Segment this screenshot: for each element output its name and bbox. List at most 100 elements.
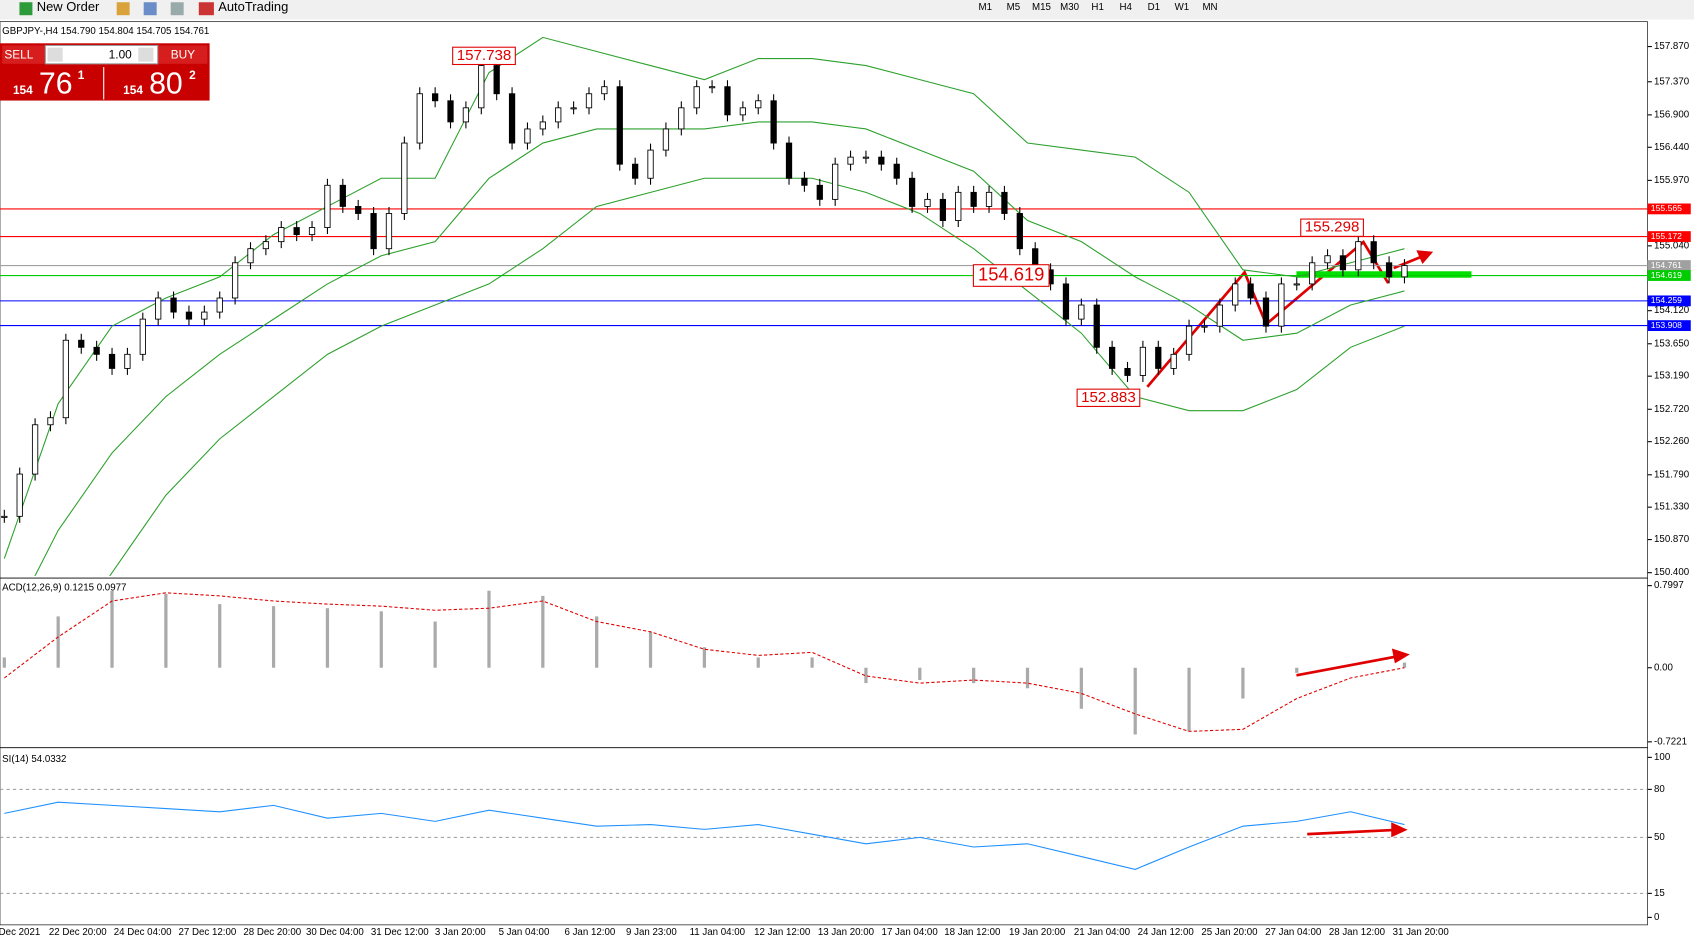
new-order-icon[interactable] [19,2,33,16]
icon[interactable] [116,2,130,16]
x-tick-label: 28 Dec 20:00 [243,927,301,938]
y-tick-label: 157.870 [1654,41,1690,52]
candle-body [185,311,193,320]
candle-body [1355,241,1362,271]
candle-body [1185,325,1193,355]
y-tick-label: 156.440 [1654,142,1690,153]
lot-value[interactable]: 1.00 [109,47,133,61]
x-tick-label: 25 Jan 20:00 [1201,927,1258,938]
new-order-button[interactable]: New Order [37,0,100,14]
autotrading-icon[interactable] [198,2,214,16]
candle-body [508,93,516,144]
candle-body [693,86,700,109]
y-tick-label: 155.970 [1654,175,1690,186]
timeframe-button[interactable]: M30 [1060,2,1080,13]
candle-body [124,353,131,369]
x-tick-label: 31 Dec 12:00 [371,927,429,938]
bollinger-band [3,36,1405,559]
candle-body [339,184,346,207]
buy-button[interactable] [157,45,208,64]
candle-body [739,107,746,116]
candle-body [847,156,854,165]
support-zone [1296,271,1472,278]
candle-body [155,297,162,320]
price-tag-label: 154.259 [1651,295,1682,305]
lot-input[interactable] [44,44,159,65]
autotrading-button[interactable]: AutoTrading [218,0,288,14]
x-tick-label: 19 Jan 20:00 [1009,927,1066,938]
timeframe-button[interactable]: W1 [1175,2,1190,13]
sell-price-big: 154 [13,83,33,97]
buy-label[interactable]: BUY [171,47,195,61]
candle-body [108,353,116,369]
price-tag-label: 154.619 [1651,270,1682,280]
x-tick-label: 31 Jan 20:00 [1393,927,1450,938]
candle-body [1139,346,1147,376]
y-tick-label: 50 [1654,832,1665,843]
candle-body [1,515,8,518]
price-tag-label: 154.761 [1651,260,1682,270]
candle-body [78,339,85,348]
candle-body [939,198,947,221]
candle-body [970,191,977,207]
candle-body [432,93,439,102]
price-annotation-box [972,264,1050,287]
candle-body [632,163,639,179]
icon[interactable] [143,2,157,16]
y-tick-label: 153.190 [1654,371,1690,382]
candle-body [139,318,146,355]
candle-body [1339,255,1347,271]
candle-body [770,100,777,144]
candle-body [785,142,793,179]
candle-body [662,128,670,151]
candle-body [985,191,993,207]
candle-body [385,213,393,250]
candle-body [1385,262,1393,278]
icon[interactable] [170,2,184,16]
candle-body [1232,283,1239,306]
candle-body [1170,353,1177,369]
sell-button[interactable] [2,45,55,64]
bollinger-band [34,121,1405,576]
candle-body [601,86,608,95]
candle-body [355,206,362,214]
price-tag [1647,270,1691,281]
price-tag-label: 155.565 [1651,203,1682,213]
rsi-label: SI(14) 54.0332 [2,754,66,765]
candle-body [216,297,223,313]
x-tick-label: 3 Jan 20:00 [435,927,486,938]
candle-body [247,248,254,264]
candle-body [1309,262,1316,285]
candle-body [524,128,531,144]
candle-body [308,227,316,236]
y-tick-label: 0.00 [1654,662,1674,673]
candle-body [47,417,54,426]
timeframe-button[interactable]: H1 [1091,2,1103,13]
candle-body [724,86,731,116]
x-tick-label: 28 Jan 12:00 [1329,927,1386,938]
sell-label[interactable]: SELL [4,47,33,61]
sell-price-pips: 76 [39,67,73,100]
timeframe-button[interactable]: MN [1202,2,1217,13]
candle-body [1108,346,1116,369]
y-tick-label: 151.330 [1654,502,1690,513]
y-tick-label: 155.040 [1654,240,1690,251]
timeframe-button[interactable]: M15 [1032,2,1051,13]
candle-body [370,213,377,250]
timeframe-button[interactable]: H4 [1120,2,1133,13]
candle-body [1278,283,1285,327]
x-tick-label: 21 Jan 04:00 [1074,927,1131,938]
candle-body [1201,325,1208,328]
timeframe-button[interactable]: M5 [1007,2,1021,13]
symbol-header: GBPJPY-,H4 154.790 154.804 154.705 154.7… [2,26,209,37]
y-tick-label: 150.400 [1654,567,1690,578]
x-tick-label: 17 Jan 04:00 [882,927,939,938]
x-tick-label: 24 Jan 12:00 [1138,927,1195,938]
price-tag-label: 153.908 [1651,320,1682,330]
candle-body [447,100,454,123]
timeframe-button[interactable]: D1 [1148,2,1160,13]
candle-body [539,121,546,130]
timeframe-button[interactable]: M1 [979,2,993,13]
